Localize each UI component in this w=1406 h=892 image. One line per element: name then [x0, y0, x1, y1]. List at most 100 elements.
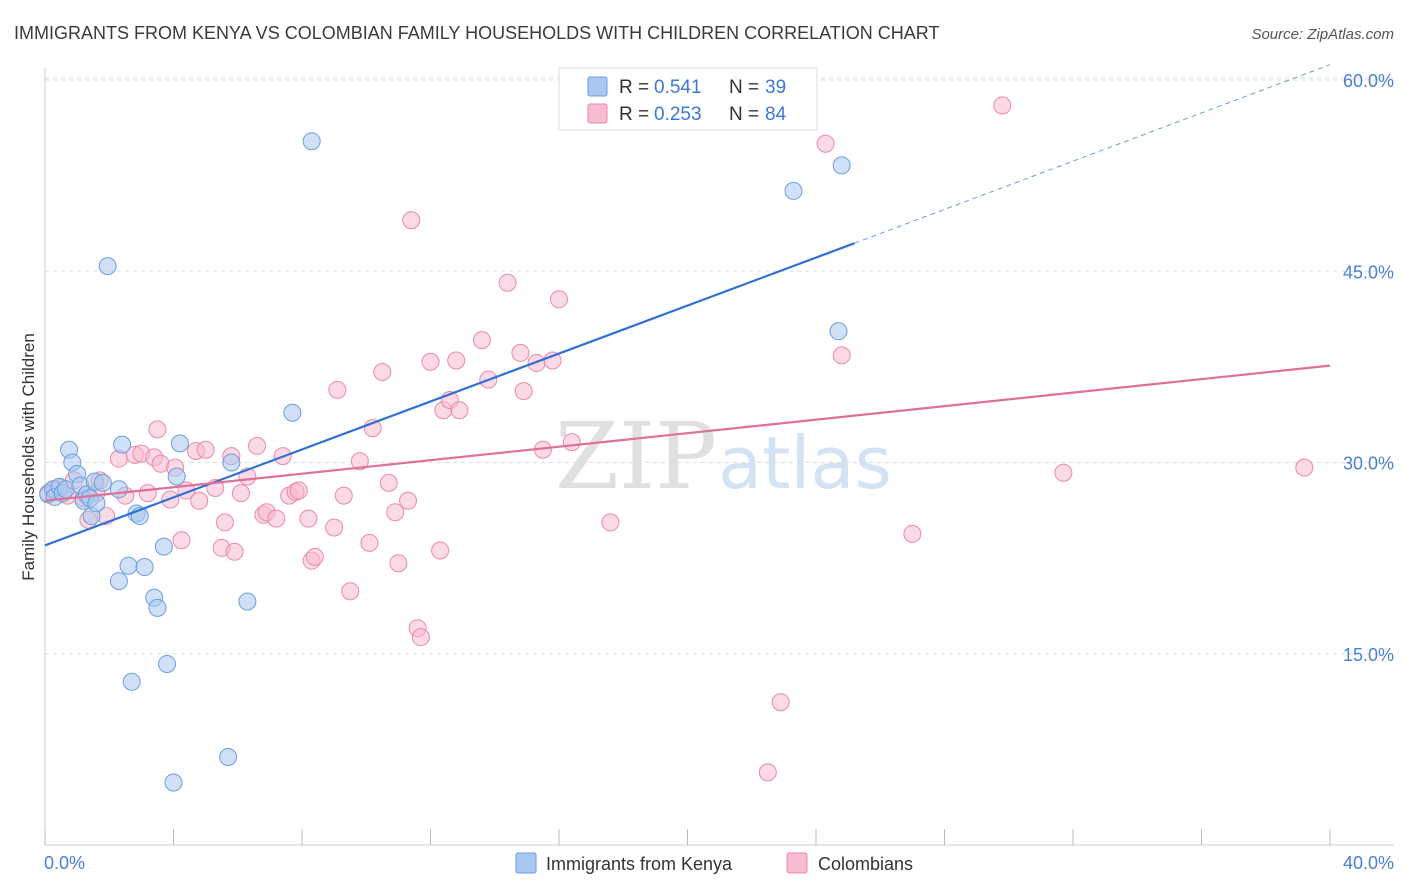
colombian-n-value: 84 — [765, 104, 787, 125]
y-tick-label: 30.0% — [1343, 454, 1394, 474]
colombian-point — [172, 531, 191, 550]
colombian-series-label: Colombians — [818, 854, 913, 874]
colombian-point — [550, 290, 568, 309]
colombian-point — [148, 420, 167, 439]
colombian-series-swatch — [786, 852, 808, 874]
colombian-point — [498, 273, 517, 292]
colombian-legend-swatch — [587, 103, 608, 124]
colombian-point — [325, 518, 344, 537]
kenya-series-swatch — [515, 852, 537, 874]
colombian-point — [832, 346, 851, 365]
kenya-point — [784, 181, 803, 200]
axes — [44, 68, 1394, 846]
kenya-legend-swatch — [587, 76, 608, 97]
colombian-point — [421, 352, 440, 371]
colombian-point — [305, 547, 324, 566]
kenya-trend-extension — [854, 64, 1331, 244]
kenya-point — [135, 558, 154, 577]
colombian-point — [431, 541, 450, 560]
colombian-point — [215, 513, 234, 532]
colombian-point — [341, 582, 360, 601]
gridlines — [45, 77, 1394, 655]
colombian-point — [447, 351, 466, 370]
chart-title: IMMIGRANTS FROM KENYA VS COLOMBIAN FAMIL… — [14, 23, 939, 43]
kenya-point — [302, 132, 321, 151]
colombian-point — [758, 763, 777, 782]
colombian-n-label: N = — [729, 104, 759, 125]
colombian-r-value: 0.253 — [654, 104, 702, 125]
kenya-n-label: N = — [729, 77, 759, 98]
colombian-point — [389, 554, 408, 573]
colombian-point — [472, 331, 491, 350]
source-label: Source: ZipAtlas.com — [1251, 26, 1394, 43]
kenya-r-label: R = — [619, 77, 649, 98]
colombian-r-label: R = — [619, 104, 649, 125]
kenya-point — [119, 556, 138, 575]
colombian-point — [411, 628, 430, 647]
colombian-point — [386, 503, 405, 522]
series-legend: Immigrants from Kenya Colombians — [515, 852, 913, 874]
colombian-point — [138, 484, 157, 503]
colombian-point — [562, 433, 581, 452]
kenya-point — [154, 537, 173, 556]
colombian-point — [360, 533, 379, 552]
colombian-point — [1295, 458, 1314, 477]
colombian-point — [399, 491, 418, 510]
kenya-point — [164, 773, 183, 792]
kenya-point — [829, 322, 848, 341]
y-tick-label: 45.0% — [1343, 262, 1394, 282]
colombian-point — [1054, 463, 1073, 482]
colombian-point — [289, 481, 308, 500]
kenya-r-value: 0.541 — [654, 77, 702, 98]
colombian-point — [993, 96, 1012, 115]
colombian-point — [231, 484, 250, 503]
y-axis-label: Family Households with Children — [19, 333, 38, 581]
kenya-point — [122, 672, 141, 691]
colombian-point — [543, 351, 562, 370]
colombian-point — [267, 509, 286, 528]
kenya-point — [283, 403, 302, 422]
colombian-point — [350, 452, 369, 471]
kenya-point — [158, 654, 177, 673]
y-tick-label: 60.0% — [1343, 71, 1394, 91]
colombian-point — [190, 491, 209, 510]
colombian-trend-line — [44, 364, 1331, 502]
kenya-n-value: 39 — [765, 77, 786, 98]
trend-lines — [44, 64, 1331, 547]
colombian-point — [373, 362, 392, 381]
kenya-point — [222, 453, 241, 472]
kenya-trend-line — [44, 242, 855, 547]
kenya-point — [113, 435, 132, 454]
colombian-point — [334, 486, 353, 505]
colombian-point — [771, 693, 790, 712]
colombian-point — [225, 542, 244, 561]
watermark-atlas: atlas — [718, 421, 892, 505]
tick-labels: 15.0% 30.0% 45.0% 60.0% 0.0% 40.0% — [44, 71, 1394, 873]
watermark-zip: ZIP — [555, 403, 717, 510]
colombian-point — [816, 134, 835, 153]
colombian-point — [514, 382, 533, 401]
kenya-point — [238, 592, 257, 611]
kenya-point — [109, 480, 128, 499]
data-points — [39, 96, 1314, 792]
colombian-point — [379, 473, 398, 492]
kenya-point — [87, 494, 106, 513]
colombian-point — [903, 524, 922, 543]
stats-legend: R = 0.541 N = 39 R = 0.253 N = 84 — [558, 67, 818, 131]
kenya-point — [93, 473, 112, 492]
colombian-point — [450, 401, 469, 420]
kenya-point — [98, 257, 117, 276]
kenya-series-label: Immigrants from Kenya — [546, 854, 733, 874]
kenya-point — [167, 467, 186, 486]
colombian-point — [196, 440, 215, 459]
colombian-point — [248, 436, 267, 455]
y-tick-label: 15.0% — [1343, 645, 1394, 665]
x-tick-label: 0.0% — [44, 853, 85, 873]
x-tick-label: 40.0% — [1343, 853, 1394, 873]
colombian-point — [601, 513, 620, 532]
colombian-point — [402, 211, 421, 230]
kenya-point — [148, 598, 167, 617]
colombian-point — [299, 509, 318, 528]
kenya-point — [832, 156, 851, 175]
